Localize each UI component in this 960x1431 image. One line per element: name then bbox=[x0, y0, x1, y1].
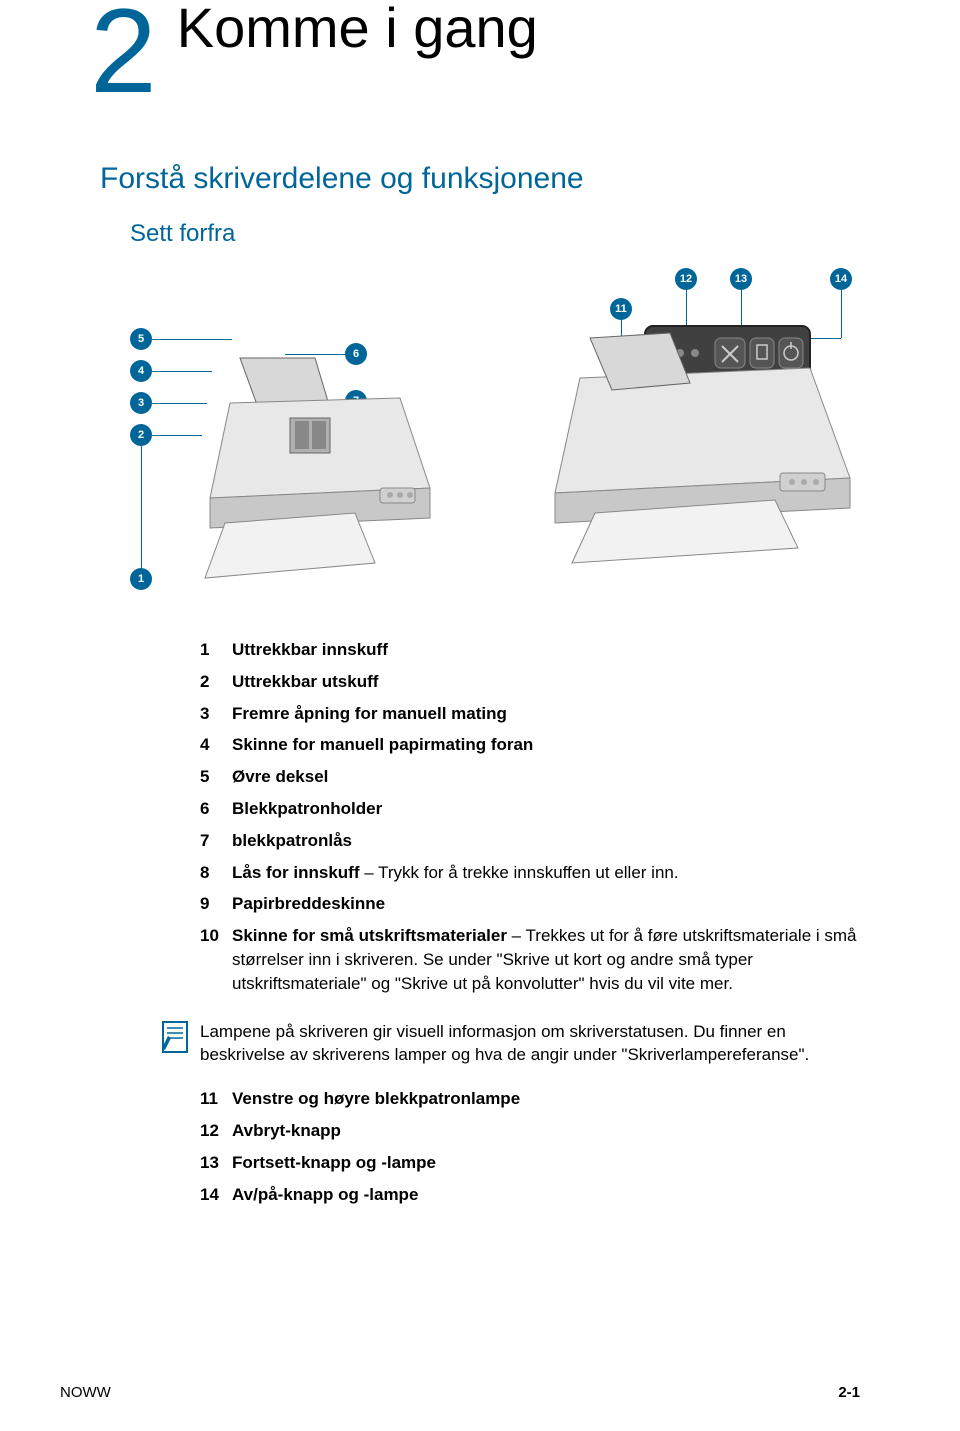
page-footer: NOWW 2-1 bbox=[60, 1384, 860, 1401]
callout-3: 3 bbox=[130, 392, 152, 414]
definition-row: 10Skinne for små utskriftsmaterialer – T… bbox=[200, 924, 860, 995]
def-num: 4 bbox=[200, 733, 232, 757]
definition-row: 13Fortsett-knapp og -lampe bbox=[200, 1151, 860, 1175]
chapter-number: 2 bbox=[90, 0, 157, 102]
def-num: 2 bbox=[200, 670, 232, 694]
section-heading: Forstå skriverdelene og funksjonene bbox=[100, 162, 860, 196]
footer-left: NOWW bbox=[60, 1384, 111, 1401]
def-rest: – Trykk for å trekke innskuffen ut eller… bbox=[360, 863, 679, 882]
def-num: 3 bbox=[200, 702, 232, 726]
definition-row: 9Papirbreddeskinne bbox=[200, 892, 860, 916]
def-bold: Øvre deksel bbox=[232, 767, 328, 786]
def-bold: Skinne for manuell papirmating foran bbox=[232, 735, 533, 754]
callout-14: 14 bbox=[830, 268, 852, 290]
definition-list-1: 1Uttrekkbar innskuff 2Uttrekkbar utskuff… bbox=[200, 638, 860, 996]
def-num: 5 bbox=[200, 765, 232, 789]
note-block: Lampene på skriveren gir visuell informa… bbox=[160, 1020, 860, 1068]
callout-4: 4 bbox=[130, 360, 152, 382]
definition-row: 3Fremre åpning for manuell mating bbox=[200, 702, 860, 726]
definition-row: 11Venstre og høyre blekkpatronlampe bbox=[200, 1087, 860, 1111]
def-bold: Lås for innskuff bbox=[232, 863, 360, 882]
printer-figure: 5 4 3 2 1 6 7 10 9 8 bbox=[130, 268, 860, 608]
def-num: 12 bbox=[200, 1119, 232, 1143]
definition-row: 6Blekkpatronholder bbox=[200, 797, 860, 821]
def-bold: Fortsett-knapp og -lampe bbox=[232, 1153, 436, 1172]
def-num: 7 bbox=[200, 829, 232, 853]
callout-2: 2 bbox=[130, 424, 152, 446]
footer-right: 2-1 bbox=[838, 1384, 860, 1401]
callout-12: 12 bbox=[675, 268, 697, 290]
printer-illustration-left bbox=[200, 348, 460, 588]
def-bold: Av/på-knapp og -lampe bbox=[232, 1185, 418, 1204]
definition-row: 12Avbryt-knapp bbox=[200, 1119, 860, 1143]
definition-row: 4Skinne for manuell papirmating foran bbox=[200, 733, 860, 757]
callout-1: 1 bbox=[130, 568, 152, 590]
note-icon bbox=[160, 1020, 200, 1068]
def-num: 14 bbox=[200, 1183, 232, 1207]
printer-illustration-right bbox=[550, 308, 870, 568]
def-num: 10 bbox=[200, 924, 232, 995]
def-bold: Blekkpatronholder bbox=[232, 799, 382, 818]
def-bold: Skinne for små utskriftsmaterialer bbox=[232, 926, 507, 945]
definition-row: 2Uttrekkbar utskuff bbox=[200, 670, 860, 694]
def-num: 1 bbox=[200, 638, 232, 662]
def-num: 9 bbox=[200, 892, 232, 916]
def-bold: Fremre åpning for manuell mating bbox=[232, 704, 507, 723]
definition-list-2: 11Venstre og høyre blekkpatronlampe 12Av… bbox=[200, 1087, 860, 1206]
def-num: 8 bbox=[200, 861, 232, 885]
def-bold: Uttrekkbar utskuff bbox=[232, 672, 378, 691]
def-num: 13 bbox=[200, 1151, 232, 1175]
definition-row: 1Uttrekkbar innskuff bbox=[200, 638, 860, 662]
definition-row: 7blekkpatronlås bbox=[200, 829, 860, 853]
chapter-title: Komme i gang bbox=[177, 0, 538, 56]
def-bold: blekkpatronlås bbox=[232, 831, 352, 850]
def-bold: Avbryt-knapp bbox=[232, 1121, 341, 1140]
subsection-heading: Sett forfra bbox=[130, 220, 860, 248]
def-bold: Venstre og høyre blekkpatronlampe bbox=[232, 1089, 520, 1108]
def-bold: Uttrekkbar innskuff bbox=[232, 640, 388, 659]
def-bold: Papirbreddeskinne bbox=[232, 894, 385, 913]
def-num: 11 bbox=[200, 1087, 232, 1111]
note-text: Lampene på skriveren gir visuell informa… bbox=[200, 1020, 860, 1068]
callout-13: 13 bbox=[730, 268, 752, 290]
definition-row: 5Øvre deksel bbox=[200, 765, 860, 789]
def-num: 6 bbox=[200, 797, 232, 821]
definition-row: 14Av/på-knapp og -lampe bbox=[200, 1183, 860, 1207]
definition-row: 8Lås for innskuff – Trykk for å trekke i… bbox=[200, 861, 860, 885]
callout-5: 5 bbox=[130, 328, 152, 350]
